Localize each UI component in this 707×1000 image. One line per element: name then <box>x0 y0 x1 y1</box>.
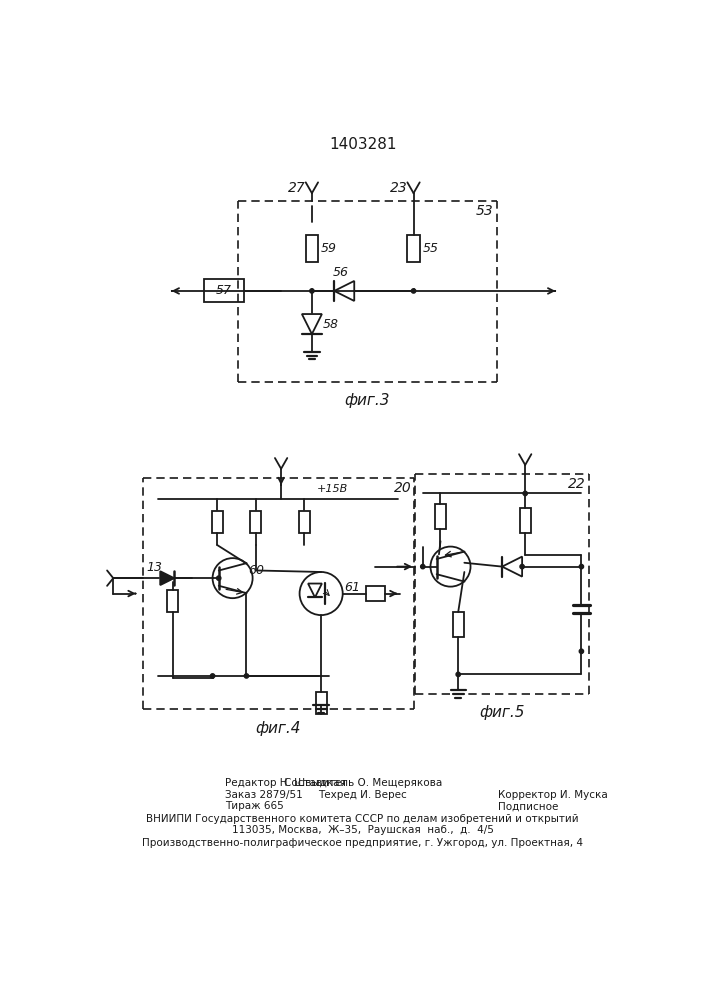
Text: 1403281: 1403281 <box>329 137 397 152</box>
Text: 61: 61 <box>344 581 361 594</box>
Text: Корректор И. Муска: Корректор И. Муска <box>498 790 608 800</box>
Text: фиг.5: фиг.5 <box>479 705 525 720</box>
Text: 59: 59 <box>321 242 337 255</box>
Polygon shape <box>160 571 174 585</box>
Text: 27: 27 <box>288 181 305 195</box>
Bar <box>407 235 420 262</box>
Bar <box>250 511 261 533</box>
Circle shape <box>523 491 527 496</box>
Text: +15В: +15В <box>317 484 349 494</box>
Text: Тираж 665: Тираж 665 <box>225 801 284 811</box>
Circle shape <box>421 564 425 569</box>
Text: фиг.3: фиг.3 <box>344 393 390 408</box>
Bar <box>452 612 464 637</box>
Bar <box>520 508 530 533</box>
Text: 58: 58 <box>322 318 339 331</box>
Circle shape <box>216 576 221 580</box>
Circle shape <box>211 674 215 678</box>
Circle shape <box>579 649 583 653</box>
Circle shape <box>579 564 583 569</box>
Text: 23: 23 <box>390 181 407 195</box>
Bar <box>167 590 178 612</box>
Text: Подписное: Подписное <box>498 801 559 811</box>
Text: 113035, Москва,  Ж–35,  Раушская  наб.,  д.  4/5: 113035, Москва, Ж–35, Раушская наб., д. … <box>232 825 493 835</box>
Bar <box>305 235 318 262</box>
Text: ВНИИПИ Государственного комитета СССР по делам изобретений и открытий: ВНИИПИ Государственного комитета СССР по… <box>146 814 579 824</box>
Circle shape <box>456 672 460 677</box>
Text: Заказ 2879/51: Заказ 2879/51 <box>225 790 303 800</box>
Text: 20: 20 <box>394 481 411 495</box>
Circle shape <box>520 564 525 569</box>
Bar <box>366 586 385 601</box>
Text: 55: 55 <box>423 242 439 255</box>
Bar <box>204 279 244 302</box>
Text: Техред И. Верес: Техред И. Верес <box>318 790 407 800</box>
Bar <box>316 692 327 714</box>
Text: 57: 57 <box>216 284 232 297</box>
Text: 13: 13 <box>146 561 163 574</box>
Text: Производственно-полиграфическое предприятие, г. Ужгород, ул. Проектная, 4: Производственно-полиграфическое предприя… <box>142 838 583 848</box>
Text: 60: 60 <box>248 564 264 577</box>
Text: Редактор Н. Швыдкая: Редактор Н. Швыдкая <box>225 778 346 788</box>
Text: 53: 53 <box>476 204 493 218</box>
Text: Составитель О. Мещерякова: Составитель О. Мещерякова <box>284 778 442 788</box>
Text: фиг.4: фиг.4 <box>255 721 300 736</box>
Circle shape <box>245 674 249 678</box>
Bar <box>435 504 446 529</box>
Text: 56: 56 <box>332 266 349 279</box>
Circle shape <box>310 289 314 293</box>
Text: 22: 22 <box>568 477 586 491</box>
Bar <box>299 511 310 533</box>
Bar <box>212 511 223 533</box>
Circle shape <box>411 289 416 293</box>
